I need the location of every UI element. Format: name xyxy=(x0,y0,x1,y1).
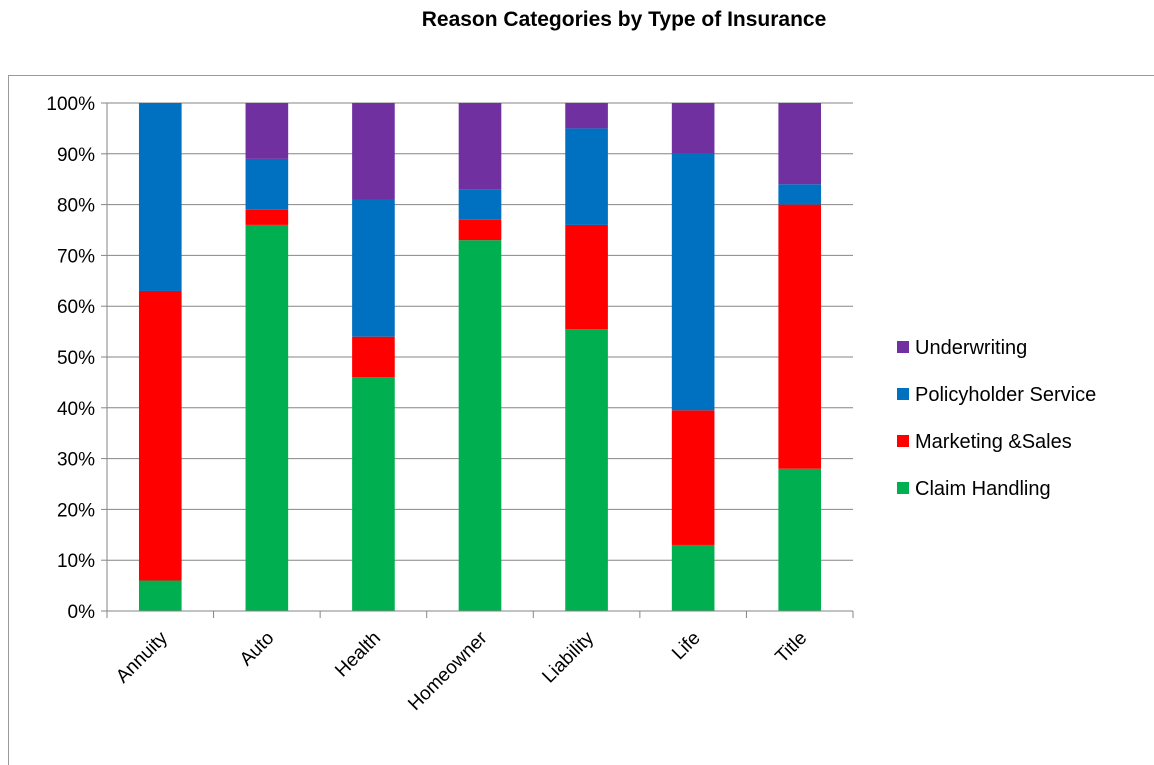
bar-underwriting-homeowner xyxy=(458,103,502,190)
bar-marketing-sales-health xyxy=(352,336,395,378)
bar-marketing-sales-homeowner xyxy=(458,219,502,241)
bar-underwriting-life xyxy=(671,103,715,154)
y-tick-label: 70% xyxy=(57,246,95,267)
bar-policyholder-service-auto xyxy=(245,158,289,210)
legend-swatch xyxy=(897,482,909,494)
legend-label: Policyholder Service xyxy=(915,384,1096,406)
y-tick-label: 30% xyxy=(57,450,95,471)
bar-claim-handling-title xyxy=(778,468,822,611)
bar-underwriting-liability xyxy=(565,103,608,129)
bar-claim-handling-annuity xyxy=(138,580,182,611)
bar-policyholder-service-title xyxy=(778,184,822,205)
x-tick-label: Health xyxy=(331,628,385,682)
y-tick-label: 50% xyxy=(57,348,95,369)
y-tick-label: 80% xyxy=(57,196,95,217)
legend-swatch xyxy=(897,341,909,353)
bar-underwriting-title xyxy=(778,103,822,185)
y-tick-label: 40% xyxy=(57,399,95,420)
x-tick-label: Annuity xyxy=(112,627,172,687)
bar-claim-handling-liability xyxy=(565,329,608,611)
bars xyxy=(138,103,822,612)
bar-underwriting-health xyxy=(352,103,395,200)
legend-item: Underwriting xyxy=(897,337,1027,359)
y-tick-label: 60% xyxy=(57,297,95,318)
bar-policyholder-service-health xyxy=(352,199,395,337)
legend-swatch xyxy=(897,435,909,447)
bar-claim-handling-health xyxy=(352,377,395,611)
bar-policyholder-service-annuity xyxy=(138,103,182,291)
bar-marketing-sales-title xyxy=(778,204,822,469)
y-tick-label: 10% xyxy=(57,551,95,572)
bar-policyholder-service-life xyxy=(671,153,715,411)
legend: Underwriting Policyholder Service Marketin… xyxy=(897,337,1096,500)
bar-marketing-sales-liability xyxy=(565,224,608,330)
x-tick-label: Life xyxy=(668,628,705,665)
bar-marketing-sales-life xyxy=(671,410,715,545)
bar-policyholder-service-liability xyxy=(565,128,608,225)
chart-title: Reason Categories by Type of Insurance xyxy=(421,8,827,31)
bar-policyholder-service-homeowner xyxy=(458,189,502,220)
legend-label: Claim Handling xyxy=(915,478,1051,500)
x-tick-label: Liability xyxy=(538,627,598,687)
x-tick-label: Homeowner xyxy=(404,627,492,715)
bar-claim-handling-homeowner xyxy=(458,240,502,611)
bar-marketing-sales-annuity xyxy=(138,290,182,581)
x-tick-label: Title xyxy=(772,628,812,668)
y-tick-label: 100% xyxy=(46,94,95,115)
y-tick-label: 20% xyxy=(57,500,95,521)
y-tick-label: 90% xyxy=(57,145,95,166)
legend-label: Marketing &Sales xyxy=(915,431,1072,453)
x-tick-label: Auto xyxy=(236,628,278,670)
bar-underwriting-auto xyxy=(245,103,289,159)
legend-item: Claim Handling xyxy=(897,478,1051,500)
legend-item: Marketing &Sales xyxy=(897,431,1072,453)
bar-marketing-sales-auto xyxy=(245,209,289,225)
legend-label: Underwriting xyxy=(915,337,1027,359)
legend-swatch xyxy=(897,388,909,400)
bar-claim-handling-auto xyxy=(245,224,289,612)
legend-item: Policyholder Service xyxy=(897,384,1096,406)
y-tick-label: 0% xyxy=(68,602,96,623)
bar-claim-handling-life xyxy=(671,544,715,611)
chart-frame xyxy=(8,75,1154,765)
